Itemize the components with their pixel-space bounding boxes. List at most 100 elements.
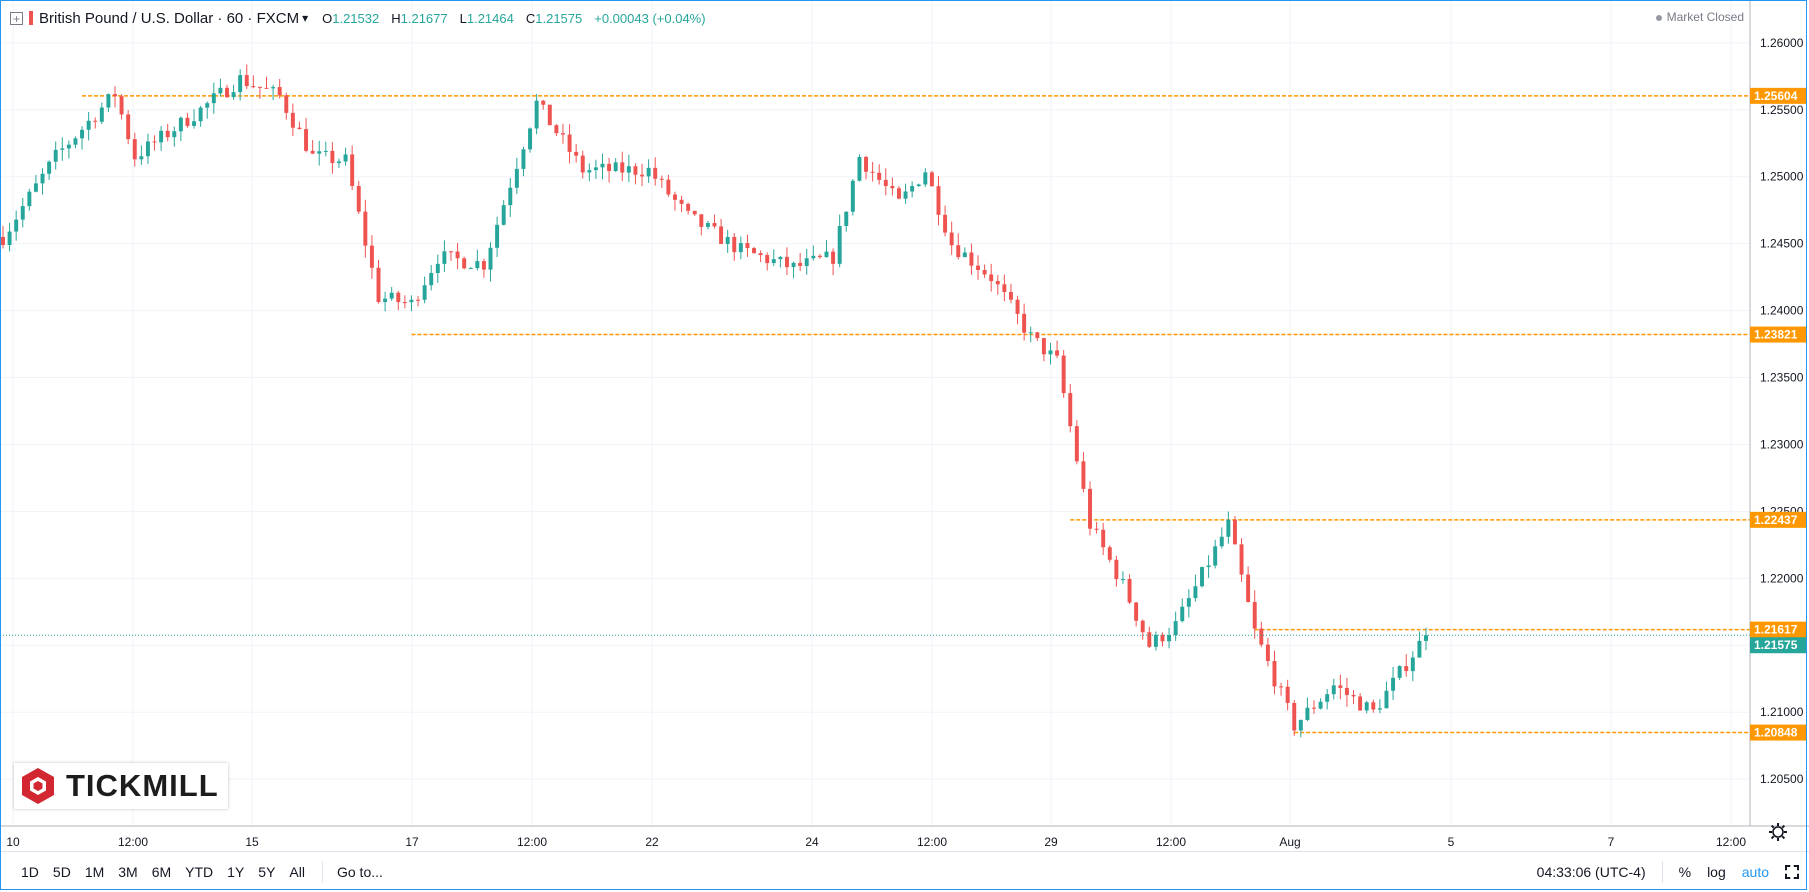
candle-body [1292,702,1297,731]
time-axis[interactable]: 10 12:00 15 17 12:00 22 24 12:00 29 12:00 Aug 5 7 12:… [6,835,1746,849]
candle-body [1101,529,1106,548]
level-label: 1.25604 [1754,89,1798,103]
candle-body [1147,632,1152,647]
candle-body [356,186,361,212]
candle-body [1048,350,1053,355]
last-price-tag [1750,637,1807,654]
close-value: 1.21575 [535,10,583,26]
candle-body [389,292,394,299]
candle-body [1088,488,1092,529]
candle-body [923,172,928,185]
bottom-toolbar: 1D 5D 1M 3M 6M YTD 1Y 5Y All Go to... 04… [0,851,1809,891]
candle-body [501,205,506,225]
candle-body [290,112,295,128]
y-tick-label: 1.21000 [1760,705,1804,719]
candle-body [883,179,888,187]
status-dot-icon [1655,14,1662,21]
candle-body [284,95,289,113]
candle-body [1107,547,1112,560]
x-tick-label: 7 [1608,835,1615,849]
range-5d-button[interactable]: 5D [52,863,71,880]
candle-body [1265,644,1270,662]
price-chart[interactable]: 1.26000 1.25500 1.25000 1.24500 1.24000 1.235… [0,0,1809,852]
candle-body [1074,426,1079,462]
candle-body [429,272,434,286]
candle-body [976,265,980,270]
expand-icon[interactable]: + [10,11,23,25]
tickmill-hexagon-icon [22,768,54,804]
toolbar-divider [321,860,323,883]
range-1d-button[interactable]: 1D [21,863,39,880]
candle-body [659,178,664,180]
y-tick-label: 1.25500 [1760,103,1804,117]
candle-body [172,131,177,138]
candle-body [686,203,691,211]
candle-body [1041,338,1046,355]
candle-body [369,245,374,268]
candle-body [211,93,216,104]
candle-body [468,268,473,270]
candle-body [1417,640,1422,658]
candle-body [844,211,849,226]
candle-body [508,187,513,206]
candle-body [712,223,717,227]
auto-scale-toggle[interactable]: auto [1741,863,1769,880]
candle-body [1094,528,1099,530]
candle-body [481,261,486,270]
log-toggle[interactable]: log [1707,863,1726,880]
candle-body [1391,677,1396,691]
candle-body [732,236,737,253]
fullscreen-icon[interactable] [1785,864,1799,879]
candle-body [633,166,638,175]
market-status: Market Closed [1655,10,1744,24]
x-tick-label: 12:00 [917,835,947,849]
bottom-right-controls: 04:33:06 (UTC-4) % log auto [1537,852,1799,891]
ohlc-open: O1.21532 [322,11,379,26]
candle-body [1219,536,1224,547]
logo-text: TICKMILL [66,768,219,803]
ohlc-low: L1.21464 [460,11,514,26]
candle-body [1226,519,1231,537]
range-all-button[interactable]: All [289,863,305,880]
range-5y-button[interactable]: 5Y [258,863,276,880]
price-axis[interactable]: 1.26000 1.25500 1.25000 1.24500 1.24000 1.235… [0,0,1809,827]
range-1m-button[interactable]: 1M [84,863,105,880]
goto-button[interactable]: Go to... [336,863,383,880]
open-value: 1.21532 [332,10,380,26]
x-tick-label: 12:00 [1716,835,1746,849]
candle-body [238,75,243,93]
candle-body [620,162,625,173]
candle-body [534,100,539,129]
level-price-tag [1750,87,1807,104]
percent-toggle[interactable]: % [1678,863,1692,880]
candle-body [310,150,315,154]
candle-body [811,255,816,259]
candle-body [890,186,895,189]
candle-body [1312,707,1316,709]
settings-icon[interactable] [1769,823,1787,841]
range-3m-button[interactable]: 3M [118,863,138,880]
candle-body [672,194,677,200]
chevron-down-icon[interactable]: ▾ [302,11,309,25]
candle-body [218,87,223,94]
x-tick-label: 17 [405,835,419,849]
candle-body [1232,519,1237,545]
range-ytd-button[interactable]: YTD [185,863,214,880]
candle-body [178,117,183,132]
last-price-label: 1.21575 [1754,638,1798,652]
y-tick-label: 1.25000 [1760,170,1804,184]
range-1y-button[interactable]: 1Y [227,863,245,880]
candle-body [528,128,533,150]
candle-body [877,172,882,180]
level-price-tag [1750,326,1807,343]
range-buttons: 1D 5D 1M 3M 6M YTD 1Y 5Y All [14,864,312,880]
candle-body [330,150,335,164]
clock-time[interactable]: 04:33:06 (UTC-4) [1536,863,1646,880]
candle-body [99,107,104,122]
range-6m-button[interactable]: 6M [151,863,172,880]
symbol-name[interactable]: British Pound / U.S. Dollar · 60 · FXCM [39,9,300,27]
candle-body [86,120,91,130]
high-value: 1.21677 [400,10,448,26]
candle-body [165,130,170,138]
candle-body [1167,635,1172,642]
